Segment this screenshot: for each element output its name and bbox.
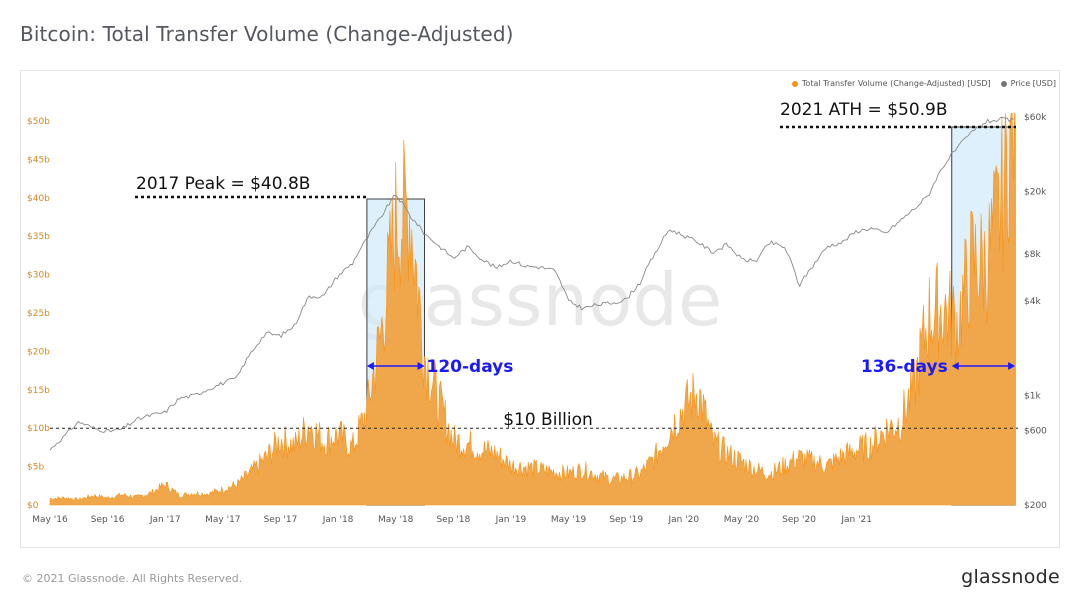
legend-item-volume[interactable]: Total Transfer Volume (Change-Adjusted) … bbox=[791, 79, 991, 88]
y-right-tick-label: $1k bbox=[1024, 392, 1041, 402]
y-right-tick-label: $20k bbox=[1024, 188, 1047, 198]
x-tick-label: Jan '18 bbox=[322, 515, 354, 525]
arrow-right-icon bbox=[417, 362, 425, 370]
y-left-tick-label: $35b bbox=[27, 232, 50, 242]
x-tick-label: Sep '20 bbox=[782, 515, 816, 525]
x-tick-label: May '17 bbox=[205, 515, 240, 525]
x-tick-label: Jan '19 bbox=[495, 515, 527, 525]
y-left-tick-label: $45b bbox=[27, 155, 50, 165]
ten-billion-label: $10 Billion bbox=[503, 410, 593, 430]
price-line-series bbox=[49, 116, 1014, 451]
legend-volume-label: Total Transfer Volume (Change-Adjusted) … bbox=[801, 79, 991, 88]
y-left-tick-label: $30b bbox=[27, 271, 50, 281]
x-tick-label: Jan '20 bbox=[667, 515, 699, 525]
x-tick-label: May '16 bbox=[32, 515, 68, 525]
x-tick-label: May '19 bbox=[551, 515, 587, 525]
y-left-tick-label: $40b bbox=[27, 194, 50, 204]
y-right-tick-label: $200 bbox=[1024, 501, 1047, 511]
x-tick-label: Sep '17 bbox=[264, 515, 298, 525]
y-left-tick-label: $25b bbox=[27, 309, 50, 319]
legend-price-dot-icon bbox=[1000, 80, 1007, 87]
y-right-tick-label: $4k bbox=[1024, 297, 1041, 307]
y-right-tick-label: $60k bbox=[1024, 113, 1047, 123]
legend-item-price[interactable]: Price [USD] bbox=[1000, 79, 1056, 88]
days-120-label: 120-days bbox=[427, 357, 514, 377]
volume-area-series bbox=[49, 112, 1016, 506]
x-tick-label: Sep '16 bbox=[91, 515, 125, 525]
arrow-left-icon bbox=[951, 362, 959, 370]
arrow-left-icon bbox=[366, 362, 374, 370]
x-tick-label: May '18 bbox=[378, 515, 414, 525]
ath-2021-label: 2021 ATH = $50.9B bbox=[780, 100, 948, 120]
y-right-tick-label: $8k bbox=[1024, 250, 1041, 260]
copyright-text: © 2021 Glassnode. All Rights Reserved. bbox=[22, 572, 243, 585]
x-tick-label: Sep '18 bbox=[436, 515, 470, 525]
chart-panel bbox=[20, 70, 1060, 548]
peak-2017-label: 2017 Peak = $40.8B bbox=[136, 174, 310, 194]
chart-legend: Total Transfer Volume (Change-Adjusted) … bbox=[791, 79, 1056, 88]
y-left-tick-label: $0 bbox=[27, 501, 39, 511]
y-left-tick-label: $50b bbox=[27, 117, 50, 127]
y-left-tick-label: $20b bbox=[27, 347, 50, 357]
days-136-label: 136-days bbox=[861, 357, 948, 377]
x-tick-label: May '20 bbox=[724, 515, 760, 525]
y-right-tick-label: $600 bbox=[1024, 426, 1047, 436]
legend-price-label: Price [USD] bbox=[1010, 79, 1056, 88]
brand-logo: glassnode bbox=[961, 566, 1060, 588]
y-left-tick-label: $10b bbox=[27, 424, 50, 434]
x-tick-label: Jan '17 bbox=[149, 515, 181, 525]
page-title: Bitcoin: Total Transfer Volume (Change-A… bbox=[20, 22, 514, 46]
arrow-right-icon bbox=[1008, 362, 1016, 370]
x-tick-label: Jan '21 bbox=[840, 515, 872, 525]
legend-volume-dot-icon bbox=[791, 80, 798, 87]
x-tick-label: Sep '19 bbox=[609, 515, 643, 525]
y-left-tick-label: $5b bbox=[27, 463, 44, 473]
y-left-tick-label: $15b bbox=[27, 386, 50, 396]
